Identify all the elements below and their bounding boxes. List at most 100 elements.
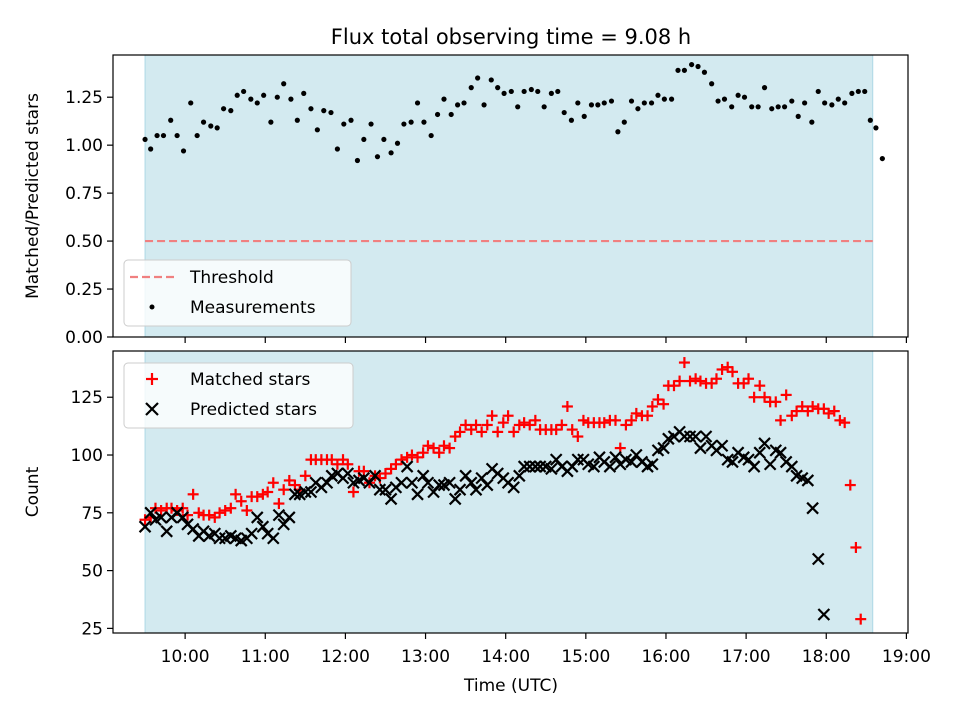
matched-star-point (262, 486, 274, 498)
predicted-star-point (817, 608, 831, 621)
measurement-point (394, 140, 401, 146)
matched-star-point (646, 400, 658, 412)
predicted-star-point (753, 446, 767, 459)
matched-star-point (331, 458, 343, 470)
y-tick-label: 0.50 (65, 232, 103, 252)
matched-star-point (609, 414, 621, 426)
matched-star-point (716, 363, 728, 375)
measurement-point (368, 121, 374, 127)
measurement-point (595, 102, 601, 108)
matched-star-point (770, 396, 782, 408)
measurement-point (822, 100, 828, 106)
measurement-point (862, 88, 868, 95)
measurement-point (168, 117, 174, 123)
measurement-point (321, 108, 327, 114)
ratio-y-axis-label: Matched/Predicted stars (23, 93, 43, 299)
measurement-point (414, 100, 421, 106)
measurement-point (721, 96, 728, 102)
predicted-star-point (395, 476, 408, 490)
y-tick-label: 50 (81, 562, 103, 582)
measurement-point (421, 119, 427, 125)
matched-star-point (251, 491, 263, 503)
predicted-star-point (715, 439, 729, 453)
legend-matched-label: Matched stars (190, 370, 310, 390)
matched-star-point (219, 504, 231, 516)
predicted-star-point (545, 462, 558, 476)
measurement-point (194, 132, 200, 139)
matched-star-point (406, 449, 418, 461)
matched-star-point (828, 405, 840, 417)
matched-star-point (674, 375, 686, 387)
ratio-axes-frame (112, 54, 909, 338)
matched-star-point (726, 366, 738, 378)
chart-title: Flux total observing time = 9.08 h (331, 25, 691, 49)
measurement-point (301, 90, 307, 96)
measurement-point (628, 98, 635, 104)
measurement-point (829, 102, 835, 108)
measurement-point (879, 155, 885, 162)
y-tick-label: 1.25 (65, 88, 103, 108)
predicted-star-point (747, 460, 761, 473)
measurement-point (174, 132, 180, 139)
measurement-point (615, 129, 621, 135)
measurement-point (561, 109, 567, 116)
measurement-point (735, 92, 741, 98)
measurement-point (802, 100, 808, 106)
predicted-star-point (432, 478, 446, 492)
x-tick-label: 17:00 (722, 647, 771, 667)
measurement-point (588, 102, 595, 108)
measurement-point (334, 146, 340, 152)
matched-star-point (486, 410, 498, 422)
matched-star-point (241, 504, 253, 516)
measurement-point (314, 127, 320, 133)
predicted-star-point (368, 469, 382, 483)
predicted-star-point (694, 441, 707, 455)
matched-star-point (823, 407, 835, 419)
x-tick-label: 18:00 (802, 647, 851, 667)
measurement-point (248, 96, 254, 102)
predicted-star-point (683, 430, 697, 443)
matched-star-point (481, 419, 493, 431)
predicted-star-point (529, 460, 542, 473)
measurement-point (154, 132, 160, 139)
matched-star-point (524, 419, 536, 431)
measurement-point (288, 96, 294, 102)
measurement-points (142, 61, 885, 164)
measurement-point (495, 85, 501, 91)
predicted-star-point (379, 483, 392, 496)
matched-star-point (401, 451, 413, 463)
measurement-point (849, 90, 855, 96)
measurement-point (434, 111, 441, 118)
legend-predicted-label: Predicted stars (190, 400, 317, 420)
measurement-point (160, 132, 167, 139)
measurement-point (515, 104, 521, 110)
x-tick-label: 19:00 (882, 647, 931, 667)
measurement-point (208, 123, 214, 129)
matched-star-point (780, 389, 792, 401)
measurement-point (635, 106, 641, 112)
predicted-star-point (288, 488, 302, 501)
predicted-star-point (144, 506, 157, 520)
matched-star-point (390, 458, 402, 470)
legend-threshold-label: Threshold (189, 268, 274, 288)
measurement-point (835, 96, 841, 102)
measurement-point (867, 117, 873, 123)
measurement-point (761, 85, 768, 91)
measurement-point (401, 121, 407, 127)
measurement-point (374, 154, 381, 160)
predicted-star-point (609, 451, 622, 464)
predicted-star-point (250, 511, 264, 524)
count-y-ticks: 25 50 75 100 125 (71, 388, 113, 639)
y-tick-label: 100 (71, 446, 103, 466)
matched-star-point (668, 380, 680, 392)
matched-star-point (844, 479, 856, 491)
predicted-star-point (587, 460, 601, 473)
matched-star-point (454, 426, 466, 438)
measurement-point (601, 100, 607, 106)
predicted-star-point (283, 511, 296, 524)
predicted-star-point (603, 460, 617, 473)
predicted-star-point (245, 527, 258, 540)
measurement-point (188, 100, 194, 106)
matched-star-point (572, 431, 584, 443)
